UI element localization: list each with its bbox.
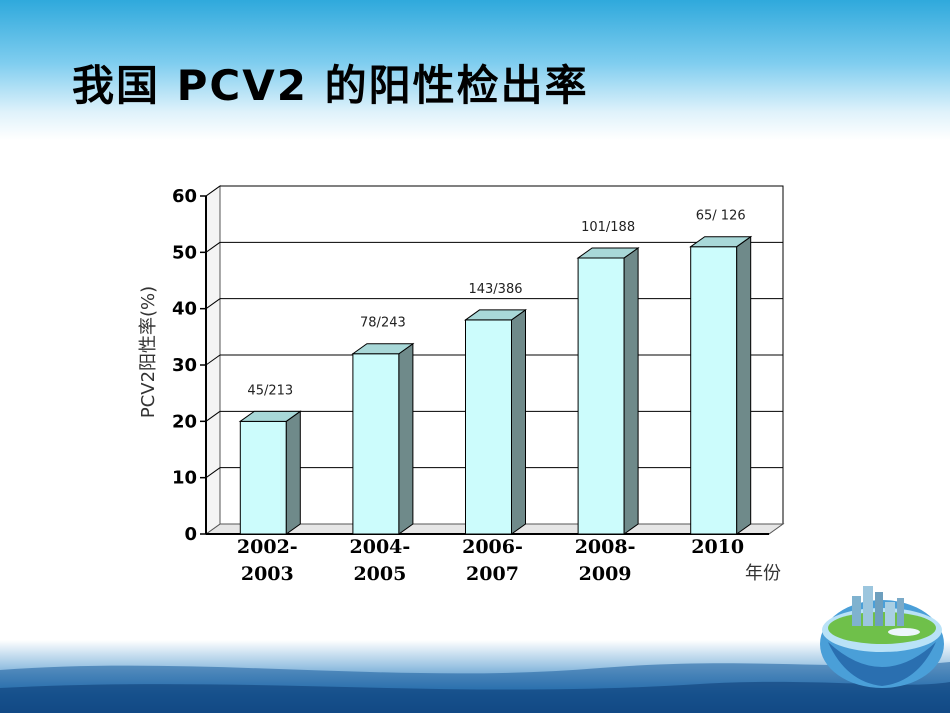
bar (239, 420, 287, 535)
bar-top (576, 247, 640, 259)
y-tick-label: 20 (172, 411, 197, 432)
data-label: 45/213 (247, 383, 293, 398)
bar-side (623, 246, 639, 535)
x-tick-label: 2002- (237, 536, 298, 558)
bar-side (736, 235, 752, 535)
bar-side (398, 342, 414, 535)
y-tick-label: 0 (184, 524, 197, 545)
bar-top (463, 309, 528, 321)
gridline-side (205, 354, 221, 366)
data-label: 101/188 (581, 220, 635, 235)
data-label: 78/243 (360, 316, 406, 331)
x-tick-label: 2005 (353, 563, 406, 585)
page-title: 我国 PCV2 的阳性检出率 (72, 61, 589, 110)
bar-top (689, 236, 753, 248)
gridline-side (205, 410, 221, 422)
bar-top (351, 343, 415, 355)
y-tick-label: 50 (172, 242, 197, 263)
data-label: 143/386 (468, 282, 522, 297)
y-tick-label: 60 (172, 186, 197, 207)
gridline-side (205, 185, 221, 197)
x-tick-label: 2004- (350, 536, 411, 558)
bar (465, 319, 512, 535)
header-gradient (0, 0, 950, 140)
footer-wave (0, 662, 950, 713)
bar (690, 246, 738, 535)
gridline-side (205, 241, 221, 253)
gridline-side (205, 298, 221, 310)
y-tick-label: 30 (172, 355, 197, 376)
data-label: 65/ 126 (696, 209, 746, 224)
x-tick-label: 2003 (241, 563, 294, 585)
x-tick-label: 2010 (691, 536, 744, 558)
y-tick-label: 40 (172, 299, 197, 320)
gridline-side (205, 467, 221, 479)
x-tick-label: 2006- (462, 536, 523, 558)
bar (352, 353, 400, 535)
bar-side (285, 410, 301, 535)
bar-side (511, 308, 526, 535)
x-tick-label: 2007 (466, 563, 519, 585)
bar-top (238, 410, 302, 422)
chart-labels: 0 10 20 30 40 50 60 45/213 2002- 2003 78/243 2004- 2… (172, 186, 746, 585)
city-globe-icon (820, 586, 944, 688)
chart-bars (238, 235, 753, 535)
x-tick-label: 2008- (575, 536, 636, 558)
x-axis-label: 年份 (745, 563, 781, 584)
bar (577, 257, 625, 535)
y-axis-label: PCV2阳性率(%) (138, 286, 159, 418)
x-tick-label: 2009 (579, 563, 632, 585)
y-tick-label: 10 (172, 468, 197, 489)
